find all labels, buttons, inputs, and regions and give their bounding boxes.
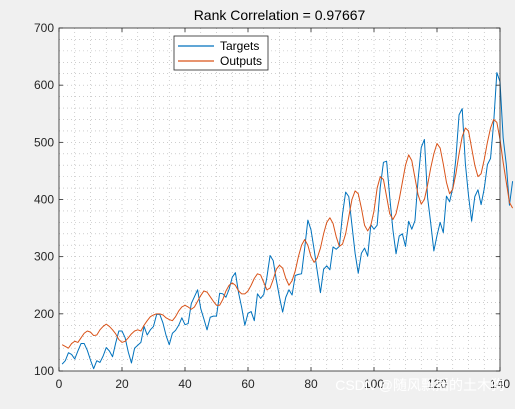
y-tick-label: 400: [34, 193, 54, 207]
y-tick-label: 100: [34, 364, 54, 378]
y-tick-label: 500: [34, 135, 54, 149]
y-tick-label: 300: [34, 250, 54, 264]
x-tick-label: 80: [304, 377, 318, 391]
legend-label-outputs: Outputs: [220, 54, 262, 68]
watermark: CSDN @随风飘摇的土木狗: [335, 377, 505, 393]
grid: [59, 28, 500, 371]
x-tick-label: 40: [178, 377, 192, 391]
chart-title: Rank Correlation = 0.97667: [194, 7, 366, 23]
x-tick-label: 20: [115, 377, 129, 391]
x-tick-label: 60: [241, 377, 255, 391]
y-tick-label: 700: [34, 21, 54, 35]
x-tick-label: 0: [56, 377, 63, 391]
legend-box: [173, 35, 269, 71]
series-layer: [61, 72, 514, 370]
x-tick-label: 120: [427, 377, 447, 391]
ticks: 0 20 40 60 80 100 120 140 100 200 300 400 500 600 700: [34, 21, 510, 391]
x-tick-label: 140: [490, 377, 510, 391]
y-tick-label: 600: [34, 78, 54, 92]
x-tick-label: 100: [364, 377, 384, 391]
series-line-targets: [61, 72, 514, 370]
series-line-outputs: [61, 118, 514, 349]
legend-label-targets: Targets: [220, 39, 259, 53]
y-tick-label: 200: [34, 307, 54, 321]
